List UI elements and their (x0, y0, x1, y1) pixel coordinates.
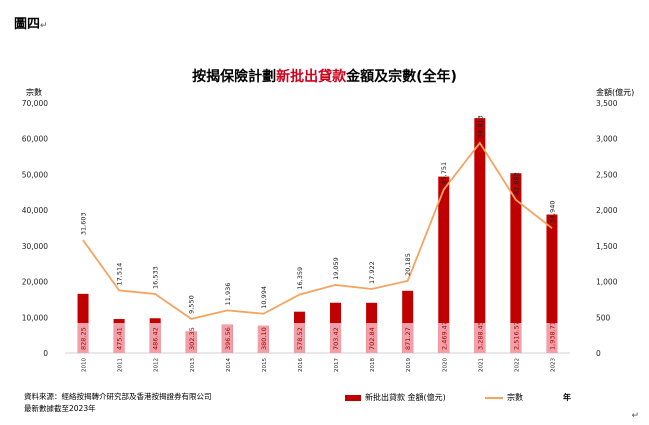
amount-bar-value-label: 2,516.57 (512, 321, 520, 350)
x-tick-label: 2022 (514, 358, 520, 372)
source-line-2: 最新數據截至2023年 (24, 404, 96, 413)
x-tick-label: 2021 (478, 358, 484, 372)
title-part-1: 按揭保險計劃 (192, 69, 277, 85)
left-tick-label: 10,000 (22, 313, 48, 322)
right-tick-label: 2,000 (596, 206, 618, 215)
x-tick-label: 2015 (262, 358, 268, 372)
amount-bar-value-label: 703.42 (332, 327, 340, 350)
amount-bar-label-band (77, 323, 89, 353)
amount-bar-value-label: 302.35 (188, 327, 196, 350)
cases-value-label: 19,059 (332, 257, 340, 280)
amount-bar-value-label: 3,288.45 (476, 321, 484, 350)
amount-bar-value-label: 578.52 (296, 327, 304, 350)
right-tick-label: 2,500 (596, 170, 618, 179)
cases-value-label: 16,533 (152, 266, 160, 289)
right-tick-label: 3,000 (596, 135, 618, 144)
x-tick-label: 2010 (82, 358, 88, 372)
amount-bar-label-band (510, 323, 522, 353)
amount-bar-label-band (257, 325, 269, 353)
amount-bar-label-band (438, 323, 450, 353)
left-tick-label: 60,000 (22, 135, 48, 144)
source-note: 資料來源：經絡按揭轉介研究部及香港按揭證券有限公司 最新數據截至2023年 (24, 391, 212, 415)
right-tick-label: 3,500 (596, 99, 618, 108)
amount-bar-label-band (546, 323, 558, 353)
cases-value-label: 11,936 (224, 283, 232, 306)
amount-bar-value-label: 1,938.71 (548, 321, 556, 350)
x-tick-label: 2020 (442, 358, 448, 372)
legend-line-swatch (485, 396, 503, 399)
amount-bar-value-label: 396.56 (224, 327, 232, 350)
amount-bar-value-label: 486.42 (152, 327, 160, 350)
amount-bar-label-band (149, 323, 161, 353)
chart-title: 按揭保險計劃新批出貸款金額及宗數(全年) (0, 66, 649, 86)
right-tick-label: 1,000 (596, 278, 618, 287)
cases-value-label: 58,813 (476, 115, 484, 138)
cases-value-label: 16,359 (296, 267, 304, 290)
cases-value-label: 45,751 (440, 162, 448, 185)
x-tick-label: 2023 (550, 358, 556, 372)
x-tick-label: 2018 (370, 358, 376, 372)
amount-bar-value-label: 380.10 (260, 327, 268, 350)
right-tick-label: 500 (596, 313, 611, 322)
amount-bar-label-band (402, 323, 414, 353)
x-tick-label: 2016 (298, 358, 304, 372)
cases-value-label: 34,940 (548, 200, 556, 223)
amount-bar-label-band (330, 323, 342, 353)
cases-value-label: 31,603 (80, 212, 88, 235)
amount-bar (546, 214, 558, 353)
amount-bar-value-label: 871.27 (404, 327, 412, 350)
paragraph-mark-icon: ↵ (40, 21, 48, 31)
cases-value-label: 10,994 (260, 286, 268, 309)
x-tick-label: 2017 (334, 358, 340, 372)
source-line-1: 資料來源：經絡按揭轉介研究部及香港按揭證券有限公司 (24, 392, 212, 401)
left-tick-label: 20,000 (22, 278, 48, 287)
x-tick-label: 2019 (406, 358, 412, 372)
amount-bar-value-label: 2,469.47 (440, 321, 448, 350)
legend-bar-label: 新批出貸款 金額(億元) (365, 393, 446, 402)
right-tick-label: 0 (596, 349, 601, 358)
left-tick-label: 50,000 (22, 170, 48, 179)
left-tick-label: 40,000 (22, 206, 48, 215)
x-tick-label: 2011 (118, 358, 124, 372)
amount-bar-label-band (474, 323, 486, 353)
figure-label: 圖四↵ (14, 17, 48, 32)
x-tick-label: 2013 (190, 358, 196, 372)
amount-bar (438, 176, 450, 353)
title-part-2: 金額及宗數(全年) (346, 69, 457, 85)
legend-line-label: 宗數 (507, 393, 523, 402)
x-tick-label: 2014 (226, 358, 232, 372)
right-tick-label: 1,500 (596, 242, 618, 251)
amount-bar-label-band (221, 324, 233, 353)
paragraph-end-mark-icon: ↵ (631, 411, 639, 421)
cases-value-label: 42,882 (512, 172, 520, 195)
cases-value-label: 17,514 (116, 263, 124, 286)
right-axis-label: 金額(億元) (596, 88, 635, 97)
cases-line (82, 141, 553, 320)
amount-bar (402, 290, 414, 353)
amount-bar (474, 118, 486, 353)
legend-line: 宗數 (485, 392, 523, 403)
amount-bar-value-label: 702.84 (368, 327, 376, 350)
title-accent: 新批出貸款 (276, 69, 347, 85)
x-tick-label: 2012 (154, 358, 160, 372)
amount-bar-value-label: 828.25 (80, 327, 88, 350)
cases-value-label: 20,185 (404, 253, 412, 276)
amount-bar-label-band (113, 323, 125, 353)
left-axis-label: 宗數 (26, 88, 42, 97)
amount-bar (510, 173, 522, 353)
legend-bar: 新批出貸款 金額(億元) (345, 392, 446, 403)
cases-value-label: 9,550 (188, 295, 196, 314)
amount-bar-label-band (366, 323, 378, 353)
legend-bar-swatch (345, 394, 361, 401)
cases-value-label: 17,922 (368, 261, 376, 284)
amount-bar-label-band (185, 331, 197, 353)
amount-bar-label-band (293, 323, 305, 353)
x-axis-label: 年 (563, 393, 571, 402)
left-tick-label: 30,000 (22, 242, 48, 251)
left-tick-label: 70,000 (22, 99, 48, 108)
left-tick-label: 0 (43, 349, 48, 358)
amount-bar-value-label: 475.41 (116, 327, 124, 350)
